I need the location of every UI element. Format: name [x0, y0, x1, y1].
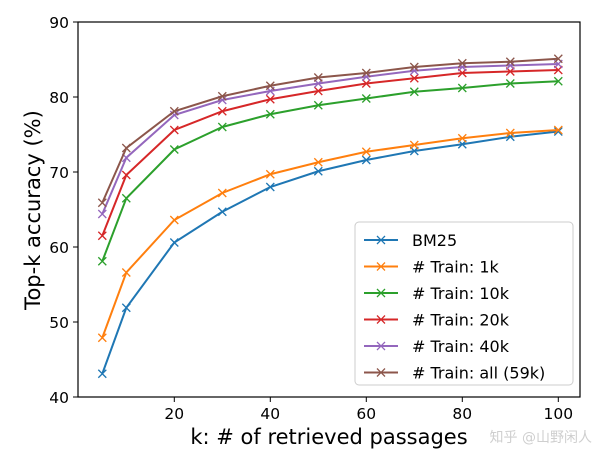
legend-item: BM25: [364, 231, 457, 250]
x-tick-label: 100: [544, 405, 574, 423]
data-point: [97, 369, 107, 379]
data-point: [313, 166, 323, 176]
data-point: [361, 147, 371, 157]
data-point: [217, 106, 227, 116]
watermark: 知乎 @山野闲人: [489, 430, 592, 446]
data-point: [265, 169, 275, 179]
x-tick-label: 60: [356, 405, 376, 423]
legend-item: # Train: 40k: [364, 337, 510, 356]
legend-marker: [376, 288, 386, 298]
data-point: [97, 198, 107, 208]
legend-label: # Train: 1k: [412, 258, 500, 277]
y-axis-label: Top-k accuracy (%): [21, 110, 45, 311]
data-point: [313, 157, 323, 167]
data-point: [169, 106, 179, 116]
data-point: [409, 62, 419, 72]
x-tick-label: 80: [452, 405, 472, 423]
data-point: [169, 125, 179, 135]
data-point: [121, 193, 131, 203]
legend-item: # Train: 1k: [364, 258, 500, 277]
series-5: [97, 54, 563, 208]
series-2: [97, 76, 563, 266]
data-point: [361, 155, 371, 165]
y-tick-label: 70: [49, 164, 69, 182]
data-point: [265, 109, 275, 119]
data-point: [97, 333, 107, 343]
legend-label: # Train: 40k: [412, 337, 510, 356]
data-point: [169, 145, 179, 154]
legend-item: # Train: all (59k): [364, 364, 545, 383]
data-point: [361, 94, 371, 103]
data-point: [121, 170, 131, 180]
legend-item: # Train: 10k: [364, 284, 510, 303]
data-point: [553, 127, 563, 136]
legend-item: # Train: 20k: [364, 311, 510, 330]
data-point: [217, 122, 227, 132]
legend-marker: [376, 315, 386, 324]
data-point: [505, 128, 515, 138]
data-point: [553, 125, 563, 135]
y-tick-label: 60: [49, 239, 69, 257]
series-3: [97, 65, 563, 241]
data-point: [457, 58, 467, 68]
data-point: [409, 87, 419, 97]
data-point: [553, 76, 563, 86]
data-point: [313, 100, 323, 110]
data-point: [553, 54, 563, 64]
x-tick-label: 40: [260, 405, 280, 423]
data-point: [457, 133, 467, 143]
y-tick-label: 80: [49, 89, 69, 107]
data-point: [409, 73, 419, 83]
legend-marker: [376, 262, 386, 271]
legend-box: [354, 221, 574, 386]
legend-label: BM25: [412, 231, 457, 250]
series-0: [97, 127, 563, 379]
legend-marker: [376, 368, 386, 377]
legend-label: # Train: 20k: [412, 311, 510, 330]
data-point: [121, 143, 131, 153]
legend-marker: [376, 235, 386, 245]
y-tick-label: 90: [49, 14, 69, 32]
data-point: [121, 268, 131, 277]
data-point: [217, 207, 227, 217]
data-point: [505, 57, 515, 67]
data-point: [217, 188, 227, 198]
data-point: [97, 231, 107, 241]
data-point: [265, 94, 275, 104]
data-point: [169, 215, 179, 225]
legend-marker: [376, 341, 386, 351]
legend-label: # Train: 10k: [412, 284, 510, 303]
x-axis-label: k: # of retrieved passages: [190, 425, 467, 449]
data-point: [97, 256, 107, 266]
data-point: [361, 68, 371, 78]
data-point: [265, 182, 275, 192]
data-point: [313, 73, 323, 82]
series-1: [97, 125, 563, 343]
data-point: [409, 140, 419, 150]
series-line: [101, 57, 559, 204]
data-point: [169, 238, 179, 247]
plot-frame: [77, 21, 581, 398]
x-tick-label: 20: [164, 405, 184, 423]
data-point: [505, 79, 515, 88]
legend-label: # Train: all (59k): [412, 364, 545, 383]
data-point: [457, 83, 467, 93]
y-tick-label: 40: [49, 389, 69, 407]
data-point: [217, 91, 227, 101]
data-point: [121, 303, 131, 313]
data-point: [313, 86, 323, 96]
legend: BM25 # Train: 1k # Train: 10k # Train: 20k #…: [354, 221, 574, 386]
data-point: [361, 79, 371, 88]
y-tick-label: 50: [49, 314, 69, 332]
data-point: [265, 81, 275, 91]
data-point: [97, 209, 107, 219]
